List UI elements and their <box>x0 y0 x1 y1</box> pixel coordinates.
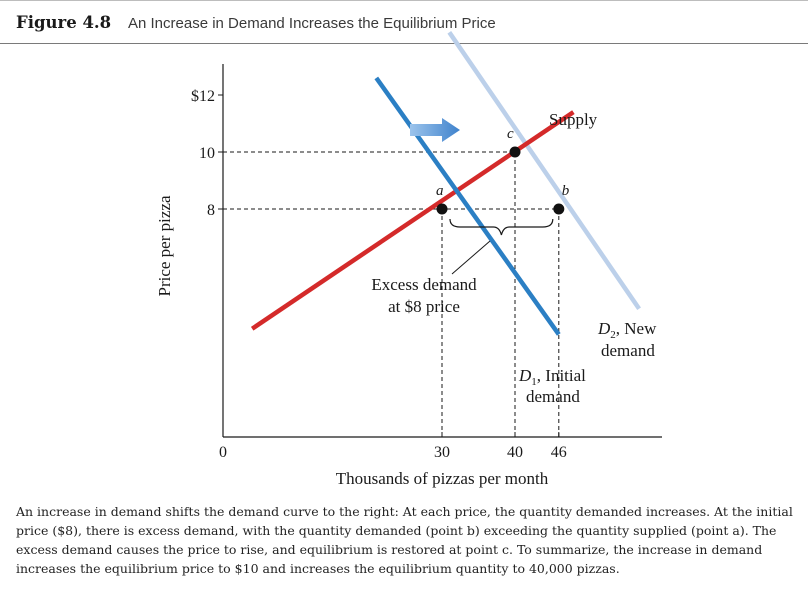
point-b <box>553 203 565 215</box>
supply-demand-chart: 0 30 40 46 8 10 $12 Price per pizza Thousands … <box>155 31 662 488</box>
x-tick-label-46: 46 <box>551 444 567 461</box>
excess-demand-pointer <box>451 240 491 275</box>
y-tick-label-8: 8 <box>207 202 215 219</box>
d1-label-sub: 1 <box>531 376 537 388</box>
figure-caption: An increase in demand shifts the demand … <box>16 504 793 577</box>
shift-right-arrow-icon <box>410 118 460 142</box>
point-c <box>509 146 521 158</box>
d1-label-rest: , Initial <box>537 366 586 385</box>
point-a <box>436 203 448 215</box>
supply-curve <box>250 110 575 331</box>
shift-arrow <box>410 118 460 142</box>
d1-demand-curve <box>374 76 561 336</box>
excess-demand-label-line2: at $8 price <box>388 297 460 316</box>
equilibrium-points: a b c <box>436 126 570 215</box>
y-tick-label-10: 10 <box>199 145 215 162</box>
guide-lines <box>223 151 560 437</box>
axis-ticks: 0 30 40 46 8 10 $12 <box>191 88 567 461</box>
d1-label-line2: demand <box>526 387 580 406</box>
d2-label-rest: , New <box>616 319 657 338</box>
d2-label-line2: demand <box>601 341 655 360</box>
x-tick-label-0: 0 <box>219 444 227 461</box>
d2-label-main: D <box>597 319 611 338</box>
point-label-b: b <box>562 183 570 199</box>
figure-title: An Increase in Demand Increases the Equi… <box>128 15 496 32</box>
supply-label: Supply <box>549 110 598 129</box>
d1-label-main: D <box>518 366 532 385</box>
x-tick-label-40: 40 <box>507 444 523 461</box>
x-tick-label-30: 30 <box>434 444 450 461</box>
point-label-c: c <box>507 126 514 142</box>
curves <box>250 31 641 336</box>
point-label-a: a <box>436 183 444 199</box>
d2-label: D2, New <box>597 319 657 341</box>
excess-demand-bracket <box>449 218 554 236</box>
d2-demand-curve <box>447 31 641 311</box>
excess-demand-label-line1: Excess demand <box>371 275 477 294</box>
d1-label: D1, Initial <box>518 366 586 388</box>
excess-demand-brace <box>449 218 554 236</box>
figure-number: Figure 4.8 <box>16 13 112 32</box>
y-axis-label: Price per pizza <box>155 195 174 296</box>
figure-header: Figure 4.8 An Increase in Demand Increas… <box>0 0 808 44</box>
d2-label-sub: 2 <box>610 329 616 341</box>
y-tick-label-12: $12 <box>191 88 215 105</box>
x-axis-label: Thousands of pizzas per month <box>336 469 549 488</box>
